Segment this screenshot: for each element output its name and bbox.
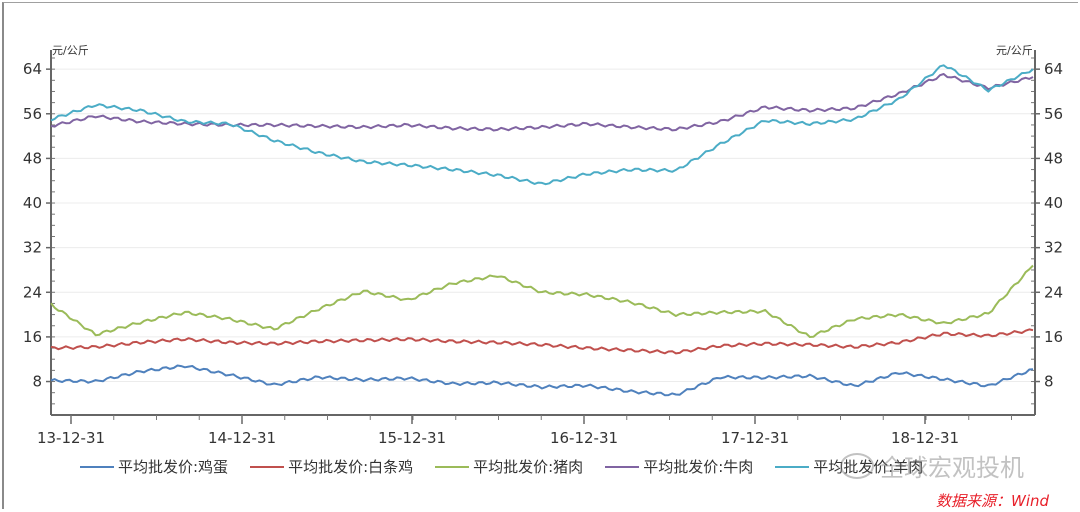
chart-legend: 平均批发价:鸡蛋 平均批发价:白条鸡 平均批发价:猪肉 平均批发价:牛肉 平均批… <box>80 456 945 477</box>
watermark: 全球宏观投机 <box>840 448 1024 483</box>
series-line <box>50 64 1034 186</box>
legend-item-beef: 平均批发价:牛肉 <box>605 456 753 477</box>
wechat-icon <box>840 452 874 479</box>
svg-text:56: 56 <box>1044 105 1063 123</box>
svg-text:32: 32 <box>1044 239 1063 257</box>
svg-text:15-12-31: 15-12-31 <box>378 429 446 447</box>
left-axis-unit: 元/公斤 <box>52 44 89 57</box>
svg-text:16: 16 <box>1044 328 1063 346</box>
svg-text:48: 48 <box>23 149 42 167</box>
series-line <box>50 264 1034 338</box>
legend-swatch-icon <box>435 465 470 468</box>
svg-text:40: 40 <box>1044 194 1063 212</box>
svg-text:40: 40 <box>23 194 42 212</box>
svg-text:24: 24 <box>1044 283 1063 301</box>
legend-label: 平均批发价:猪肉 <box>473 458 584 476</box>
svg-text:8: 8 <box>1044 373 1054 391</box>
svg-text:56: 56 <box>23 105 42 123</box>
legend-swatch-icon <box>250 465 285 468</box>
svg-text:16: 16 <box>23 328 42 346</box>
svg-text:24: 24 <box>23 283 42 301</box>
svg-text:16-12-31: 16-12-31 <box>550 429 618 447</box>
svg-text:64: 64 <box>1044 60 1063 78</box>
svg-text:32: 32 <box>23 239 42 257</box>
right-axis-unit: 元/公斤 <box>996 44 1033 57</box>
legend-swatch-icon <box>605 465 640 468</box>
legend-item-egg: 平均批发价:鸡蛋 <box>80 456 228 477</box>
svg-text:13-12-31: 13-12-31 <box>37 429 105 447</box>
legend-item-pork: 平均批发价:猪肉 <box>435 456 583 477</box>
watermark-text: 全球宏观投机 <box>880 454 1024 482</box>
svg-text:48: 48 <box>1044 149 1063 167</box>
legend-swatch-icon <box>775 465 810 468</box>
svg-text:17-12-31: 17-12-31 <box>721 429 789 447</box>
svg-text:64: 64 <box>23 60 42 78</box>
series-line <box>50 328 1034 355</box>
series-line <box>50 364 1034 397</box>
svg-text:18-12-31: 18-12-31 <box>891 429 959 447</box>
data-source: 数据来源：Wind <box>936 492 1050 510</box>
legend-label: 平均批发价:白条鸡 <box>288 458 414 476</box>
svg-text:8: 8 <box>32 373 42 391</box>
legend-label: 平均批发价:鸡蛋 <box>118 458 229 476</box>
legend-label: 平均批发价:牛肉 <box>643 458 754 476</box>
legend-item-chicken: 平均批发价:白条鸡 <box>250 456 413 477</box>
svg-text:14-12-31: 14-12-31 <box>208 429 276 447</box>
legend-swatch-icon <box>80 465 114 468</box>
